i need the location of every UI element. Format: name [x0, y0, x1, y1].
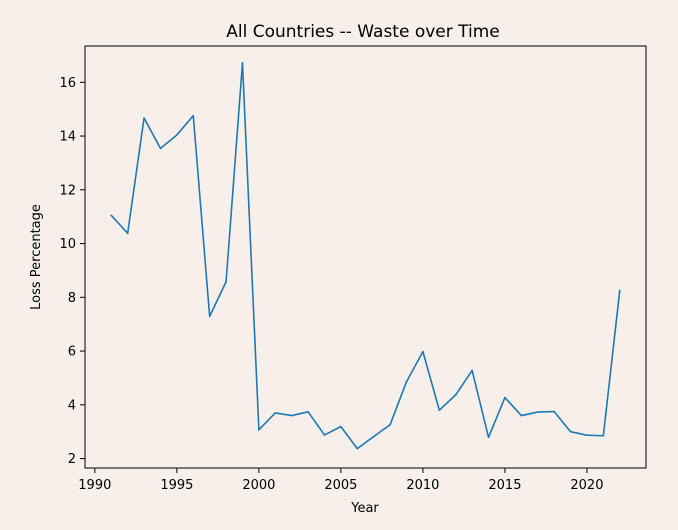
data-point	[438, 409, 441, 412]
data-point	[389, 423, 391, 426]
series-line	[110, 62, 621, 450]
data-point	[356, 447, 359, 450]
data-point	[602, 434, 605, 437]
y-axis-ticks: 2 4 6 8 10 12 14 16	[59, 76, 85, 467]
y-tick-label: 6	[68, 345, 76, 360]
data-point	[143, 117, 145, 119]
data-point	[405, 380, 408, 383]
data-point	[274, 412, 277, 414]
y-tick-label: 12	[59, 183, 76, 198]
data-point	[258, 429, 260, 431]
data-point	[471, 369, 473, 372]
data-point	[192, 114, 195, 117]
data-point	[290, 414, 293, 417]
data-point	[159, 147, 162, 150]
data-point	[323, 434, 326, 436]
chart-title: All Countries -- Waste over Time	[226, 22, 500, 42]
data-point	[618, 289, 621, 292]
y-tick-label: 4	[68, 398, 76, 413]
x-tick-label: 1990	[78, 478, 111, 493]
x-tick-label: 2020	[570, 478, 603, 493]
axes-frame	[84, 45, 647, 469]
data-point	[586, 434, 588, 437]
data-point	[487, 436, 490, 439]
data-point	[340, 425, 342, 428]
data-point	[454, 394, 457, 396]
y-tick-label: 2	[68, 452, 76, 467]
y-tick-label: 8	[68, 291, 76, 306]
data-point	[422, 350, 424, 353]
plot-area: 1990 1995 2000 2005 2010 2015 2020 2 4 6 8 10 12 14 1…	[59, 45, 647, 493]
x-axis-label: Year	[350, 501, 379, 516]
data-point	[241, 62, 244, 64]
data-point	[307, 411, 309, 413]
x-tick-label: 2010	[406, 478, 439, 493]
x-axis-ticks: 1990 1995 2000 2005 2010 2015 2020	[78, 468, 603, 493]
x-tick-label: 2000	[242, 478, 275, 493]
data-point	[176, 134, 178, 136]
y-tick-label: 14	[59, 130, 76, 145]
x-tick-label: 1995	[160, 478, 193, 493]
data-point	[372, 435, 375, 438]
data-point	[504, 396, 506, 399]
data-point	[208, 315, 211, 318]
data-point	[536, 411, 539, 413]
data-point	[553, 410, 555, 413]
data-point	[110, 214, 113, 217]
data-point	[225, 280, 227, 283]
y-axis-label: Loss Percentage	[29, 204, 44, 310]
series-data-points	[110, 62, 621, 450]
y-tick-label: 16	[59, 76, 76, 91]
y-tick-label: 10	[59, 237, 76, 252]
x-tick-label: 2005	[324, 478, 357, 493]
data-point	[520, 414, 523, 417]
x-tick-label: 2015	[488, 478, 521, 493]
data-point	[569, 430, 572, 433]
data-point	[126, 232, 129, 235]
